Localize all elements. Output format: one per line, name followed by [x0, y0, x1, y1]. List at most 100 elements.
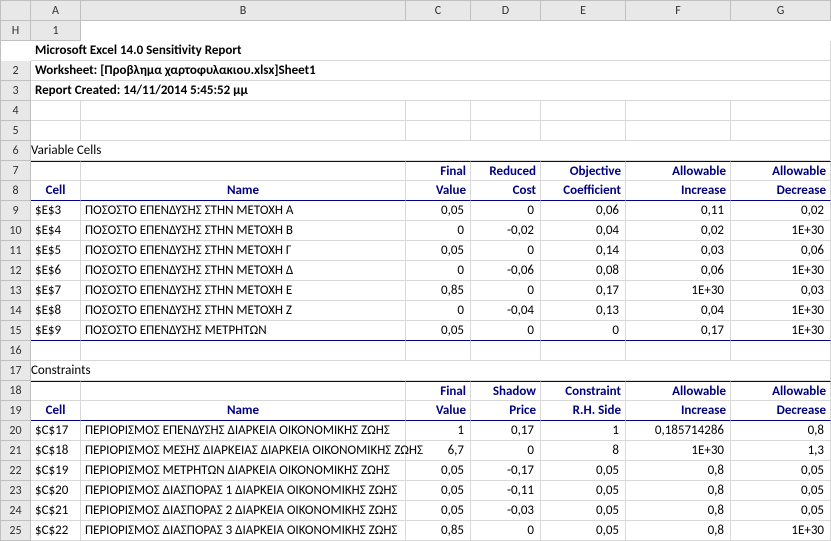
cell-name[interactable]: ΠΟΣΟΣΤΟ ΕΠΕΝΔΥΣΗΣ ΜΕΤΡΗΤΩΝ	[81, 321, 406, 341]
cell-ref[interactable]: $E$6	[31, 261, 81, 281]
cell-ref[interactable]: $E$7	[31, 281, 81, 301]
cell-ref[interactable]: $C$18	[31, 441, 81, 461]
cell-final-value[interactable]: 0	[406, 301, 471, 321]
cell-allow-inc[interactable]: 0,8	[626, 521, 731, 541]
cell-name[interactable]: ΠΟΣΟΣΤΟ ΕΠΕΝΔΥΣΗΣ ΣΤΗΝ ΜΕΤΟΧΗ Δ	[81, 261, 406, 281]
cell-final-value[interactable]: 0,05	[406, 501, 471, 521]
cell-allow-inc[interactable]: 0,02	[626, 221, 731, 241]
cell-allow-dec[interactable]: 1E+30	[731, 521, 831, 541]
cell[interactable]	[541, 341, 626, 361]
cell-name[interactable]: ΠΕΡΙΟΡΙΣΜΟΣ ΜΕΣΗΣ ΔΙΑΡΚΕΙΑΣ ΔΙΑΡΚΕΙΑ ΟΙΚ…	[81, 441, 406, 461]
cell-obj-coef[interactable]: 0	[541, 321, 626, 341]
cell-rhs[interactable]: 0,05	[541, 481, 626, 501]
cell-final-value[interactable]: 0,85	[406, 521, 471, 541]
cell-allow-dec[interactable]: 0,05	[731, 481, 831, 501]
cell-shadow-price[interactable]: 0	[471, 521, 541, 541]
cell-name[interactable]: ΠΟΣΟΣΤΟ ΕΠΕΝΔΥΣΗΣ ΣΤΗΝ ΜΕΤΟΧΗ Β	[81, 221, 406, 241]
cell[interactable]	[81, 101, 406, 121]
col-header-f[interactable]: F	[626, 1, 731, 21]
cell-obj-coef[interactable]: 0,04	[541, 221, 626, 241]
cell-ref[interactable]: $C$17	[31, 421, 81, 441]
row-header-4[interactable]: 4	[1, 101, 31, 121]
row-header-24[interactable]: 24	[1, 501, 31, 521]
cell[interactable]	[406, 341, 471, 361]
cell[interactable]	[626, 121, 731, 141]
cell-obj-coef[interactable]: 0,13	[541, 301, 626, 321]
row-header-1[interactable]: 1	[31, 21, 81, 41]
cell-ref[interactable]: $E$8	[31, 301, 81, 321]
col-header-e[interactable]: E	[541, 1, 626, 21]
cell-obj-coef[interactable]: 0,08	[541, 261, 626, 281]
cell-final-value[interactable]: 0	[406, 261, 471, 281]
cell-allow-dec[interactable]: 1E+30	[731, 321, 831, 341]
cell-allow-dec[interactable]: 0,8	[731, 421, 831, 441]
row-header-17[interactable]: 17	[1, 361, 31, 381]
cell-rhs[interactable]: 0,05	[541, 521, 626, 541]
row-header-14[interactable]: 14	[1, 301, 31, 321]
col-header-d[interactable]: D	[471, 1, 541, 21]
cell-allow-dec[interactable]: 1,3	[731, 441, 831, 461]
cell-ref[interactable]: $E$5	[31, 241, 81, 261]
cell[interactable]	[31, 121, 81, 141]
cell[interactable]	[541, 121, 626, 141]
row-header-18[interactable]: 18	[1, 381, 31, 401]
cell-final-value[interactable]: 0,05	[406, 481, 471, 501]
cell[interactable]	[406, 101, 471, 121]
cell-reduced-cost[interactable]: -0,04	[471, 301, 541, 321]
cell-allow-dec[interactable]: 0,02	[731, 201, 831, 221]
cell-final-value[interactable]: 0,05	[406, 461, 471, 481]
col-header-c[interactable]: C	[406, 1, 471, 21]
cell-shadow-price[interactable]: -0,17	[471, 461, 541, 481]
col-header-b[interactable]: B	[81, 1, 406, 21]
cell-name[interactable]: ΠΟΣΟΣΤΟ ΕΠΕΝΔΥΣΗΣ ΣΤΗΝ ΜΕΤΟΧΗ Α	[81, 201, 406, 221]
cell-ref[interactable]: $C$19	[31, 461, 81, 481]
cell-ref[interactable]: $C$21	[31, 501, 81, 521]
cell[interactable]	[731, 101, 831, 121]
cell-reduced-cost[interactable]: 0	[471, 321, 541, 341]
cell-final-value[interactable]: 0	[406, 221, 471, 241]
cell-allow-inc[interactable]: 0,04	[626, 301, 731, 321]
cell-rhs[interactable]: 0,05	[541, 501, 626, 521]
cell[interactable]	[541, 101, 626, 121]
cell[interactable]	[31, 341, 81, 361]
col-header-h[interactable]: H	[1, 21, 31, 41]
cell[interactable]	[626, 101, 731, 121]
cell-shadow-price[interactable]: 0	[471, 441, 541, 461]
cell-shadow-price[interactable]: -0,11	[471, 481, 541, 501]
cell[interactable]	[731, 341, 831, 361]
cell-final-value[interactable]: 0,05	[406, 241, 471, 261]
row-header-25[interactable]: 25	[1, 521, 31, 541]
cell-final-value[interactable]: 1	[406, 421, 471, 441]
cell-allow-inc[interactable]: 1E+30	[626, 441, 731, 461]
row-header-13[interactable]: 13	[1, 281, 31, 301]
cell-allow-dec[interactable]: 0,03	[731, 281, 831, 301]
cell-shadow-price[interactable]: 0,17	[471, 421, 541, 441]
cell-rhs[interactable]: 8	[541, 441, 626, 461]
cell-final-value[interactable]: 0,05	[406, 201, 471, 221]
cell-allow-dec[interactable]: 0,05	[731, 461, 831, 481]
cell-name[interactable]: ΠΕΡΙΟΡΙΣΜΟΣ ΜΕΤΡΗΤΩΝ ΔΙΑΡΚΕΙΑ ΟΙΚΟΝΟΜΙΚΗ…	[81, 461, 406, 481]
cell-allow-inc[interactable]: 0,17	[626, 321, 731, 341]
cell-reduced-cost[interactable]: 0	[471, 281, 541, 301]
cell-obj-coef[interactable]: 0,17	[541, 281, 626, 301]
row-header-9[interactable]: 9	[1, 201, 31, 221]
cell-allow-inc[interactable]: 0,8	[626, 501, 731, 521]
cell-name[interactable]: ΠΕΡΙΟΡΙΣΜΟΣ ΔΙΑΣΠΟΡΑΣ 2 ΔΙΑΡΚΕΙΑ ΟΙΚΟΝΟΜ…	[81, 501, 406, 521]
row-header-15[interactable]: 15	[1, 321, 31, 341]
cell-allow-inc[interactable]: 0,185714286	[626, 421, 731, 441]
cell-name[interactable]: ΠΟΣΟΣΤΟ ΕΠΕΝΔΥΣΗΣ ΣΤΗΝ ΜΕΤΟΧΗ Γ	[81, 241, 406, 261]
cell-allow-dec[interactable]: 1E+30	[731, 301, 831, 321]
cell-rhs[interactable]: 0,05	[541, 461, 626, 481]
row-header-3[interactable]: 3	[1, 81, 31, 101]
cell[interactable]	[31, 101, 81, 121]
cell[interactable]	[81, 341, 406, 361]
cell-reduced-cost[interactable]: -0,06	[471, 261, 541, 281]
col-header-g[interactable]: G	[731, 1, 831, 21]
cell[interactable]	[471, 121, 541, 141]
row-header-16[interactable]: 16	[1, 341, 31, 361]
cell-ref[interactable]: $C$22	[31, 521, 81, 541]
cell[interactable]	[731, 121, 831, 141]
row-header-10[interactable]: 10	[1, 221, 31, 241]
cell-reduced-cost[interactable]: 0	[471, 241, 541, 261]
cell-ref[interactable]: $E$9	[31, 321, 81, 341]
